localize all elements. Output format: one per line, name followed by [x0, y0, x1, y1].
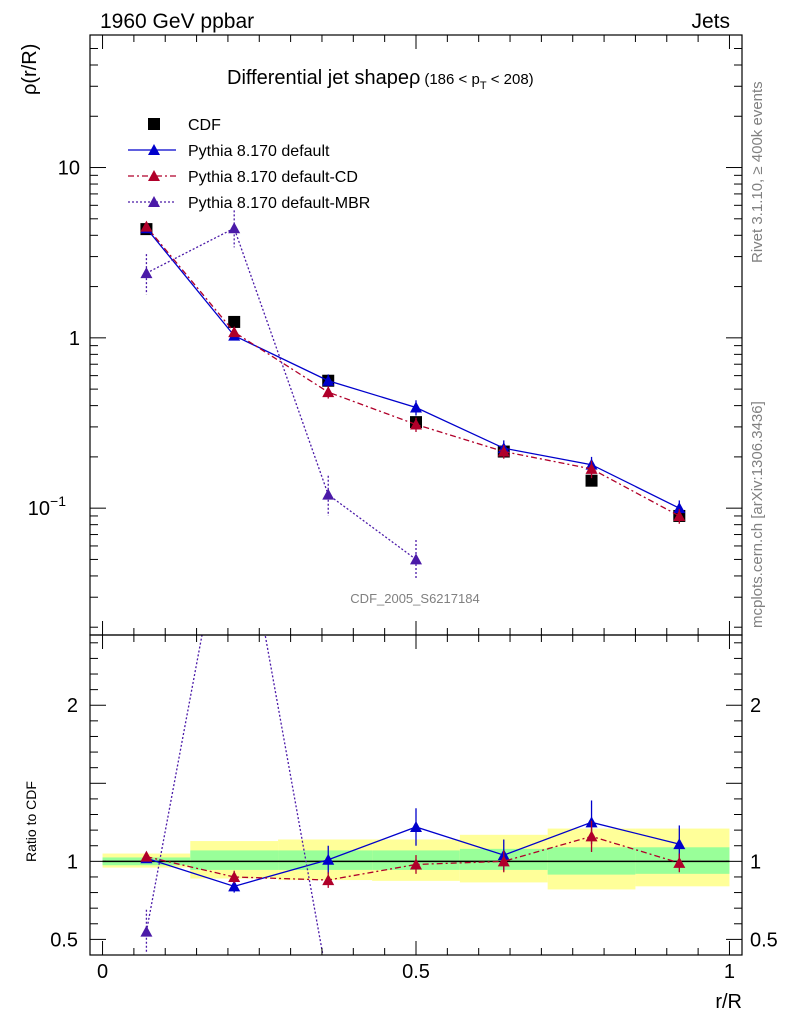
data-point-pythia-8-170-default-cd [140, 220, 153, 232]
data-point-pythia-8-170-default [410, 401, 422, 413]
main-y-axis-label: ρ(r/R) [19, 44, 41, 95]
ratio-plot-area [102, 457, 730, 990]
analysis-id-label: CDF_2005_S6217184 [350, 591, 479, 606]
ratio-point-pythia-8-170-default-cd [322, 874, 335, 886]
data-point-pythia-8-170-default-cd [228, 326, 241, 338]
data-point-pythia-8-170-default-mbr [228, 222, 241, 234]
ratio-y-tick-label-right: 0.5 [750, 929, 778, 951]
ratio-y-tick-label: 1 [67, 851, 78, 873]
energy-label: 1960 GeV ppbar [100, 10, 254, 33]
uncertainty-band-inner [190, 850, 279, 870]
x-tick-label: 0.5 [402, 961, 430, 983]
ratio-y-tick-label: 2 [67, 695, 78, 717]
uncertainty-band-inner [635, 847, 730, 874]
legend-marker-cdf [148, 118, 160, 130]
process-label: Jets [691, 10, 730, 33]
data-point-pythia-8-170-default [673, 502, 686, 514]
legend-label-cdf: CDF [188, 117, 221, 134]
ratio-point-pythia-8-170-default [673, 838, 686, 850]
plot-title: Differential jet shapeρ (186 < pT < 208) [227, 67, 534, 92]
data-point-pythia-8-170-default-mbr [322, 488, 335, 500]
ratio-point-pythia-8-170-default-cd [410, 858, 422, 870]
data-point-pythia-8-170-default-cd [673, 509, 686, 521]
data-point-pythia-8-170-default-cd [497, 445, 510, 457]
legend-label-pythia-8-170-default: Pythia 8.170 default [188, 143, 330, 160]
ratio-point-pythia-8-170-default-mbr [322, 979, 334, 990]
ratio-panel-frame [89, 634, 743, 956]
data-point-cdf [585, 474, 598, 487]
data-point-pythia-8-170-default [322, 374, 335, 386]
ratio-point-pythia-8-170-default-cd [140, 850, 153, 862]
ratio-point-pythia-8-170-default [322, 853, 335, 865]
ratio-point-pythia-8-170-default-cd [673, 856, 686, 868]
legend-label-pythia-8-170-default-mbr: Pythia 8.170 default-MBR [188, 195, 370, 212]
x-tick-label: 0 [97, 961, 108, 983]
ratio-point-pythia-8-170-default [228, 880, 241, 892]
rivet-version-label: Rivet 3.1.10, ≥ 400k events [749, 81, 766, 263]
main-y-tick-label: 10−1 [28, 493, 66, 520]
ratio-point-pythia-8-170-default-cd [497, 855, 510, 867]
legend-marker-pythia-8-170-default [148, 144, 160, 155]
data-point-pythia-8-170-default-cd [410, 418, 422, 430]
data-point-cdf [228, 315, 241, 328]
ratio-point-pythia-8-170-default-mbr [140, 925, 153, 937]
main-plot-area [140, 210, 686, 580]
x-axis-label: r/R [715, 991, 742, 1013]
x-tick-label: 1 [724, 961, 735, 983]
legend-marker-pythia-8-170-default-cd [148, 170, 160, 181]
ratio-point-pythia-8-170-default [410, 821, 422, 832]
data-point-pythia-8-170-default-cd [322, 386, 335, 398]
series-line-pythia-8-170-default-cd [145, 226, 680, 517]
ratio-point-pythia-8-170-default-cd [585, 830, 598, 842]
main-y-tick-label: 1 [69, 328, 80, 350]
ratio-line-pythia-8-170-default-mbr [145, 635, 324, 955]
ratio-y-tick-label: 0.5 [50, 929, 78, 951]
legend-label-pythia-8-170-default-cd: Pythia 8.170 default-CD [188, 169, 358, 186]
legend-marker-pythia-8-170-default-mbr [148, 196, 160, 207]
mcplots-reference-label: mcplots.cern.ch [arXiv:1306.3436] [749, 401, 766, 628]
series-line-pythia-8-170-default [145, 227, 680, 509]
main-y-tick-label: 10 [58, 158, 80, 180]
ratio-y-axis-label: Ratio to CDF [23, 781, 39, 862]
series-line-pythia-8-170-default-mbr [146, 227, 417, 560]
data-point-pythia-8-170-default-mbr [410, 553, 422, 565]
data-point-pythia-8-170-default-cd [585, 462, 598, 474]
ratio-y-tick-label-right: 2 [750, 695, 761, 717]
data-point-pythia-8-170-default-mbr [140, 267, 153, 279]
ratio-point-pythia-8-170-default-mbr [228, 457, 240, 468]
legend: CDF Pythia 8.170 default Pythia 8.170 defa… [128, 117, 370, 212]
ratio-point-pythia-8-170-default-cd [228, 870, 241, 882]
ratio-y-tick-label-right: 1 [750, 851, 761, 873]
